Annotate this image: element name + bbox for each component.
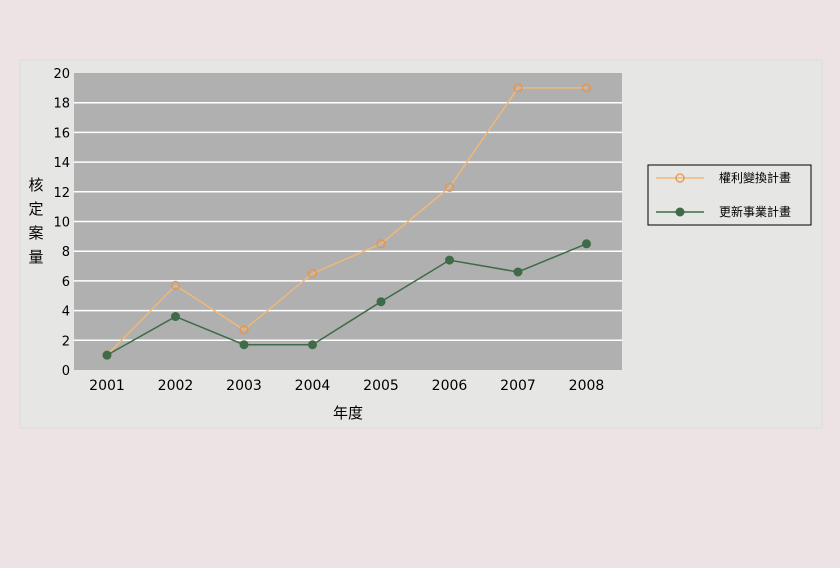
series-layer: [102, 83, 592, 360]
data-point: [308, 340, 317, 350]
y-tick-label: 10: [53, 216, 70, 231]
data-point: [513, 83, 523, 93]
data-point: [582, 239, 591, 249]
y-tick-label: 16: [53, 126, 70, 141]
legend-item: 更新事業計畫: [656, 204, 791, 219]
data-point: [513, 267, 523, 277]
data-point: [239, 325, 249, 335]
y-tick-label: 8: [62, 245, 70, 260]
series-line: [106, 87, 587, 356]
x-tick-label: 2003: [226, 378, 262, 394]
x-tick-label: 2008: [569, 378, 605, 394]
series-line: [106, 243, 587, 356]
series-2: [102, 239, 591, 360]
legend-marker: [675, 207, 685, 217]
data-point: [102, 350, 112, 360]
x-axis-label: 年度: [333, 404, 363, 422]
x-tick-label: 2007: [500, 378, 536, 394]
legend-box: [647, 164, 812, 226]
legend-label: 更新事業計畫: [719, 204, 791, 219]
y-tick-label: 18: [53, 97, 70, 112]
x-tick-label: 2002: [158, 378, 194, 394]
data-point: [239, 340, 249, 350]
x-axis-ticks: 2001 2002 2003 2004 2005 2006 2007 2008: [89, 378, 604, 394]
y-tick-label: 12: [53, 186, 70, 201]
y-tick-label: 0: [62, 364, 70, 379]
legend-item: 權利變換計畫: [656, 170, 791, 185]
y-axis-label-char: 案: [28, 224, 43, 242]
series-1: [102, 83, 592, 360]
data-point: [171, 312, 180, 322]
gridlines: [74, 101, 622, 342]
x-tick-label: 2005: [363, 378, 399, 394]
y-tick-label: 2: [62, 334, 70, 349]
data-point: [581, 83, 592, 93]
y-axis-ticks: 0 2 4 6 8 10 12 14 16 18 20: [53, 67, 70, 379]
data-point: [444, 182, 455, 192]
x-tick-label: 2001: [89, 378, 125, 394]
y-axis-label-char: 核: [28, 176, 43, 194]
data-point: [376, 297, 386, 307]
x-tick-label: 2004: [295, 378, 331, 394]
y-axis-label: 核定案量: [28, 176, 43, 266]
data-point: [376, 239, 386, 249]
data-point: [445, 255, 454, 265]
y-axis-label-char: 量: [28, 248, 43, 266]
y-axis-label-char: 定: [28, 200, 43, 218]
y-tick-label: 6: [62, 275, 70, 290]
data-point: [307, 268, 318, 279]
data-point: [170, 280, 181, 291]
y-tick-label: 4: [62, 305, 70, 320]
legend-label: 權利變換計畫: [719, 170, 791, 185]
legend-marker: [675, 173, 685, 183]
y-tick-label: 14: [53, 156, 70, 171]
x-tick-label: 2006: [432, 378, 468, 394]
y-tick-label: 20: [53, 67, 70, 82]
